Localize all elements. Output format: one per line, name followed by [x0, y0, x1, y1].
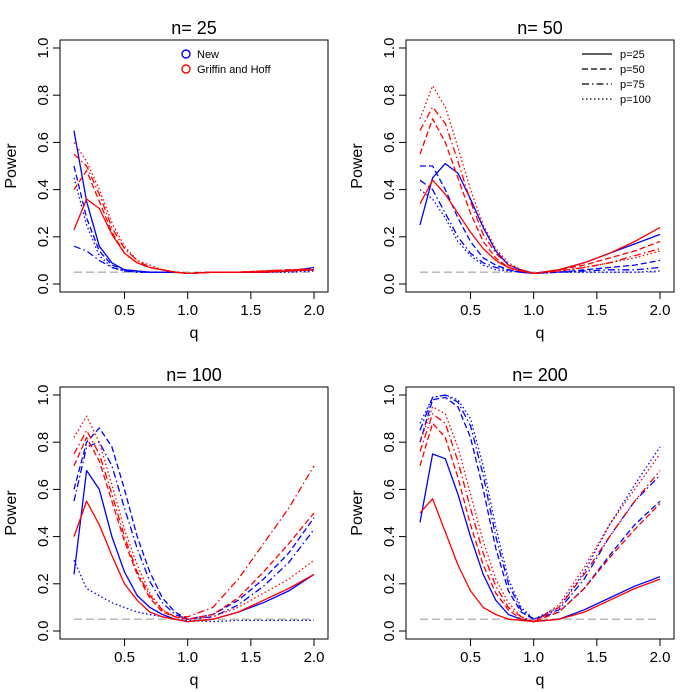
panel-2-series-1 — [419, 162, 661, 275]
panel-3-xtick-label-3: 1.5 — [240, 649, 261, 666]
panel-4-series-8 — [419, 406, 661, 623]
panel-2-xtick-label-3: 1.5 — [586, 302, 607, 319]
panel-4-series-6 — [419, 422, 661, 623]
panel-3-ytick-label-2: 0.2 — [35, 573, 52, 594]
panel-4-series-7 — [419, 413, 661, 623]
panel-4-xlabel: q — [536, 672, 545, 689]
panel-3-series-1 — [73, 469, 315, 623]
panel-1-ytick-label-4: 0.6 — [35, 132, 52, 153]
panel-1-legend-label-2: Griffin and Hoff — [197, 64, 272, 76]
panel-3-ytick-label-4: 0.6 — [35, 479, 52, 500]
panel-3-series-2 — [73, 427, 315, 620]
panel-1-xtick-label-2: 1.0 — [177, 302, 198, 319]
panel-3-xtick-label-4: 2.0 — [304, 649, 325, 666]
panel-4-series-4 — [419, 394, 661, 620]
panel-1-ytick-label-1: 0.0 — [35, 274, 52, 295]
panel-2-ytick-label-1: 0.0 — [381, 274, 398, 295]
panel-3-frame — [59, 386, 329, 640]
panel-1-series-7 — [73, 153, 315, 275]
panel-1-series-6 — [73, 170, 314, 275]
panel-1-xtick-label-4: 2.0 — [304, 302, 325, 319]
panel-1-series-8 — [73, 142, 314, 275]
panel-2-legend-label-2: p=50 — [620, 64, 645, 76]
panel-2-series-7 — [419, 106, 661, 275]
panel-2-legend-label-1: p=25 — [620, 49, 645, 61]
panel-3-series-4 — [73, 559, 314, 623]
panel-2-xtick-label-4: 2.0 — [650, 302, 671, 319]
panel-4-xtick-label-1: 0.5 — [460, 649, 481, 666]
panel-2-xtick-label-1: 0.5 — [460, 302, 481, 319]
panel-1-ytick-label-6: 1.0 — [35, 38, 52, 59]
panel-2-xtick-label-2: 1.0 — [523, 302, 544, 319]
panel-4-title: n= 200 — [512, 365, 568, 385]
panel-1-title: n= 25 — [171, 18, 217, 38]
panel-3-ytick-label-1: 0.0 — [35, 621, 52, 642]
panel-3-series-5 — [73, 500, 315, 623]
panel-2-ytick-label-3: 0.4 — [381, 179, 398, 200]
panel-1-ytick-label-3: 0.4 — [35, 179, 52, 200]
panel-2-ytick-label-5: 0.8 — [381, 85, 398, 106]
panel-2-legend-label-3: p=75 — [620, 79, 645, 91]
panel-3-xtick-label-2: 1.0 — [177, 649, 198, 666]
panel-1-ytick-label-5: 0.8 — [35, 85, 52, 106]
panel-1-series-1 — [73, 130, 315, 275]
panel-2-legend-label-4: p=100 — [620, 94, 651, 106]
panel-3-series-3 — [73, 441, 315, 620]
panel-4-series-3 — [419, 394, 661, 620]
panel-4-ytick-label-6: 1.0 — [381, 385, 398, 406]
panel-1-ytick-label-2: 0.2 — [35, 226, 52, 247]
panel-1-legend-marker-2 — [181, 64, 191, 74]
panel-4-series-5 — [419, 498, 661, 623]
panel-4-ytick-label-1: 0.0 — [381, 621, 398, 642]
panel-3-ylabel: Power — [3, 490, 20, 536]
panel-1-series-2 — [73, 165, 315, 275]
panel-3-ytick-label-6: 1.0 — [35, 385, 52, 406]
panel-4-xtick-label-4: 2.0 — [650, 649, 671, 666]
panel-4-ylabel: Power — [349, 490, 366, 536]
panel-4-xtick-label-2: 1.0 — [523, 649, 544, 666]
panel-3-xtick-label-1: 0.5 — [114, 649, 135, 666]
panel-4-frame — [405, 386, 675, 640]
panel-3-series-7 — [73, 429, 315, 618]
panel-1-xlabel: q — [190, 325, 199, 342]
panel-3-series-8 — [73, 415, 315, 620]
panel-2-series-6 — [419, 118, 661, 275]
panel-2-ytick-label-6: 1.0 — [381, 38, 398, 59]
panel-2-series-2 — [420, 165, 661, 275]
panel-2-series-8 — [419, 85, 661, 275]
panel-1-legend-marker-1 — [181, 49, 191, 59]
panel-4-series-2 — [419, 396, 661, 620]
panel-3-ytick-label-3: 0.4 — [35, 526, 52, 547]
panel-1-frame — [59, 39, 329, 293]
panel-4-ytick-label-5: 0.8 — [381, 432, 398, 453]
panel-2-ytick-label-4: 0.6 — [381, 132, 398, 153]
panel-3-title: n= 100 — [166, 365, 222, 385]
panel-4-series-1 — [419, 453, 661, 623]
panel-4-ytick-label-4: 0.6 — [381, 479, 398, 500]
panel-1-ylabel: Power — [3, 143, 20, 189]
panel-1-legend-label-1: New — [197, 49, 219, 61]
panel-2-ytick-label-2: 0.2 — [381, 226, 398, 247]
panel-2-frame — [405, 39, 675, 293]
panel-3-xlabel: q — [190, 672, 199, 689]
panel-2-series-3 — [419, 179, 661, 275]
panel-1-xtick-label-3: 1.5 — [240, 302, 261, 319]
panel-4-ytick-label-3: 0.4 — [381, 526, 398, 547]
panel-2-series-4 — [419, 189, 661, 275]
panel-4-xtick-label-3: 1.5 — [586, 649, 607, 666]
panel-1-series-4 — [73, 177, 315, 275]
panel-2-xlabel: q — [536, 325, 545, 342]
panel-3-ytick-label-5: 0.8 — [35, 432, 52, 453]
panel-2-title: n= 50 — [517, 18, 563, 38]
panel-2-ylabel: Power — [349, 143, 366, 189]
panel-1-series-3 — [73, 245, 315, 275]
panel-3-series-6 — [73, 436, 315, 620]
panel-1-xtick-label-1: 0.5 — [114, 302, 135, 319]
panel-4-ytick-label-2: 0.2 — [381, 573, 398, 594]
